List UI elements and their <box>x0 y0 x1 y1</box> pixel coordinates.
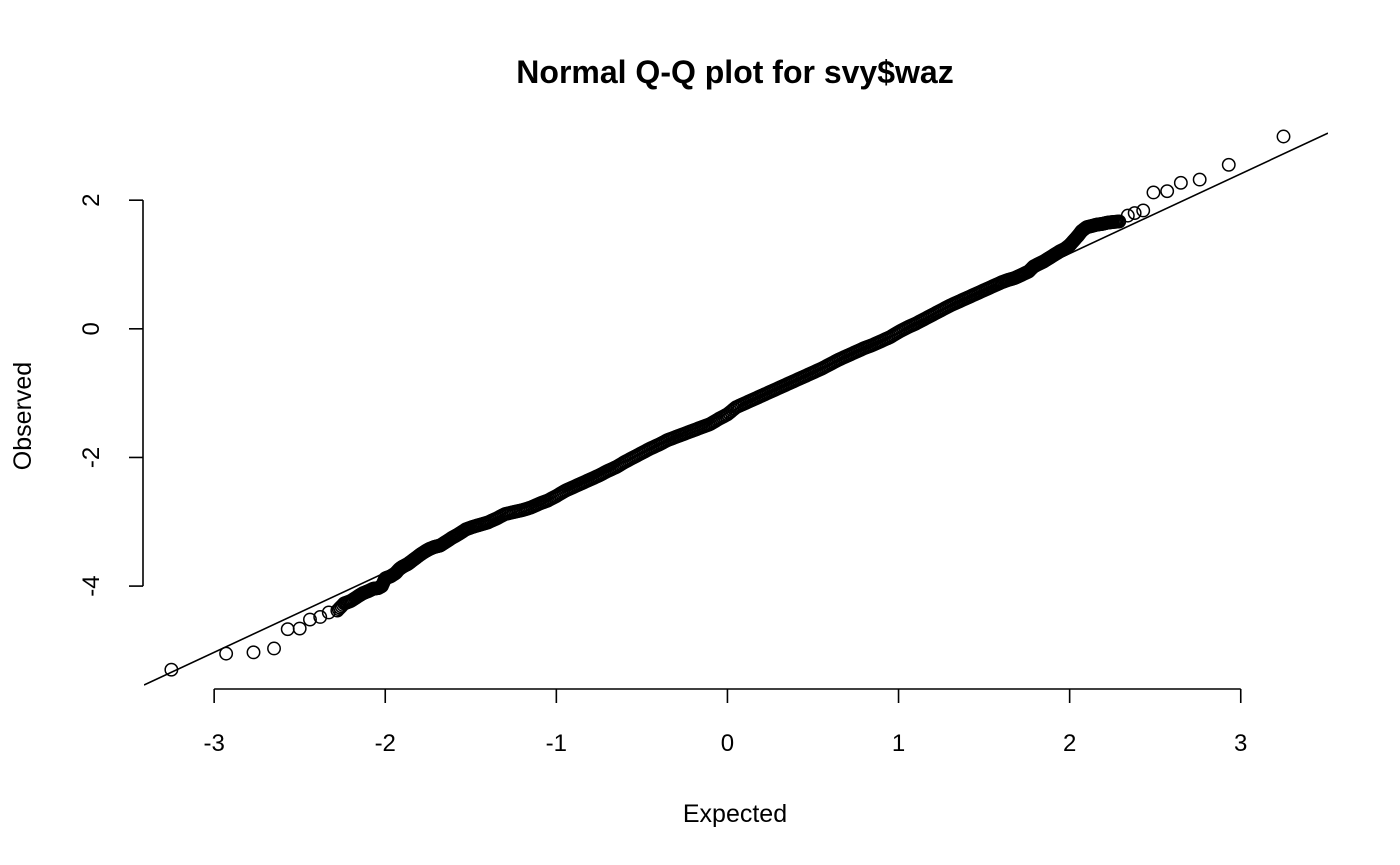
x-tick-label: -1 <box>546 730 567 757</box>
y-tick-label: 2 <box>78 194 105 207</box>
x-tick-label: 1 <box>892 730 905 757</box>
y-tick-label: -2 <box>78 447 105 468</box>
chart-title: Normal Q-Q plot for svy$waz <box>516 54 953 90</box>
y-tick-label: -4 <box>78 575 105 596</box>
data-point <box>1120 208 1135 223</box>
data-point <box>1173 175 1188 190</box>
x-tick-label: 3 <box>1234 730 1247 757</box>
y-axis-label: Observed <box>9 362 37 470</box>
data-point <box>1127 206 1142 220</box>
x-tick-label: 2 <box>1063 730 1076 757</box>
data-point <box>246 645 261 660</box>
data-point <box>303 612 317 627</box>
y-axis: -4 -2 0 2 <box>78 194 144 597</box>
y-tick-label: 0 <box>78 322 105 335</box>
data-point <box>313 610 328 624</box>
x-axis-label: Expected <box>683 800 787 828</box>
x-tick-label: 0 <box>721 730 734 757</box>
data-point <box>1221 157 1236 172</box>
data-point <box>164 662 179 677</box>
data-point <box>1160 184 1175 199</box>
data-point <box>1146 185 1161 200</box>
data-point <box>292 621 307 636</box>
data-point <box>267 641 281 656</box>
data-point <box>219 646 234 661</box>
x-tick-label: -2 <box>375 730 396 757</box>
x-axis: -3 -2 -1 0 1 2 3 <box>203 688 1247 757</box>
data-point <box>1136 203 1151 218</box>
data-point <box>321 605 336 620</box>
data-point <box>1276 129 1291 144</box>
data-point <box>1192 172 1207 187</box>
x-tick-label: -3 <box>203 730 224 757</box>
data-points <box>164 129 1291 677</box>
data-point <box>280 622 295 637</box>
